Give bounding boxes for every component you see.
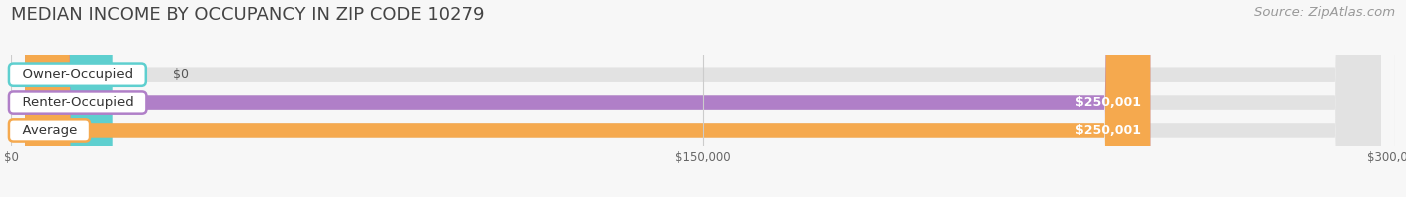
Text: MEDIAN INCOME BY OCCUPANCY IN ZIP CODE 10279: MEDIAN INCOME BY OCCUPANCY IN ZIP CODE 1…: [11, 6, 485, 24]
Text: Renter-Occupied: Renter-Occupied: [14, 96, 142, 109]
FancyBboxPatch shape: [25, 0, 1150, 197]
FancyBboxPatch shape: [25, 0, 1381, 197]
Text: $0: $0: [173, 68, 188, 81]
Text: Average: Average: [14, 124, 86, 137]
FancyBboxPatch shape: [25, 0, 1381, 197]
FancyBboxPatch shape: [25, 0, 1381, 197]
Text: Source: ZipAtlas.com: Source: ZipAtlas.com: [1254, 6, 1395, 19]
FancyBboxPatch shape: [25, 0, 1150, 197]
FancyBboxPatch shape: [25, 0, 112, 197]
Text: Owner-Occupied: Owner-Occupied: [14, 68, 141, 81]
Text: $250,001: $250,001: [1076, 124, 1142, 137]
Text: $250,001: $250,001: [1076, 96, 1142, 109]
